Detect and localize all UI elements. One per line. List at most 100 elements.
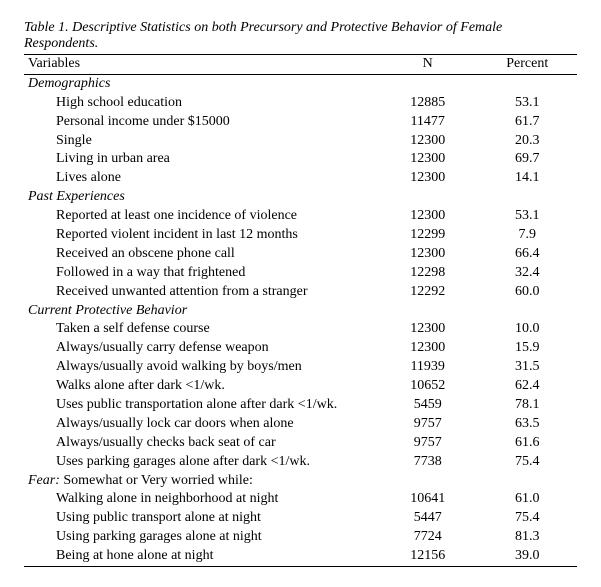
row-label: Using public transport alone at night [28,509,261,528]
table-row: Always/usually avoid walking by boys/men… [24,358,577,377]
row-n: 5447 [378,509,478,528]
row-n: 12300 [378,207,478,226]
table-row: Always/usually carry defense weapon 12300… [24,339,577,358]
row-label: Followed in a way that frightened [28,264,245,283]
table-row: Personal income under $15000 1147761.7 [24,113,577,132]
row-pct: 81.3 [477,528,577,547]
row-n: 12300 [378,339,478,358]
row-pct: 14.1 [477,169,577,188]
row-label: Received unwanted attention from a stran… [28,283,308,302]
row-label: Walking alone in neighborhood at night [28,490,278,509]
row-label: Always/usually avoid walking by boys/men [28,358,302,377]
row-pct: 75.4 [477,453,577,472]
row-n: 12292 [378,283,478,302]
row-n: 9757 [378,415,478,434]
row-label: Using parking garages alone at night [28,528,262,547]
row-label: Received an obscene phone call [28,245,235,264]
table-row: Being at hone alone at night 1215639.0 [24,547,577,566]
table-row: Uses parking garages alone after dark <1… [24,453,577,472]
row-n: 12885 [378,94,478,113]
section-row: Past Experiences [24,188,577,207]
table-row: Followed in a way that frightened 1229832… [24,264,577,283]
section-label-past: Past Experiences [28,189,125,204]
row-pct: 7.9 [477,226,577,245]
row-pct: 53.1 [477,94,577,113]
row-pct: 39.0 [477,547,577,566]
row-n: 11939 [378,358,478,377]
table-row: Walks alone after dark <1/wk. 1065262.4 [24,377,577,396]
row-n: 12300 [378,169,478,188]
table-row: Single 1230020.3 [24,132,577,151]
row-pct: 69.7 [477,150,577,169]
table-row: Always/usually checks back seat of car 97… [24,434,577,453]
row-n: 12156 [378,547,478,566]
row-label: Walks alone after dark <1/wk. [28,377,225,396]
section-label-demographics: Demographics [28,76,110,91]
table-row: Always/usually lock car doors when alone… [24,415,577,434]
table-row: Lives alone 1230014.1 [24,169,577,188]
row-label: Living in urban area [28,150,170,169]
row-label: Always/usually lock car doors when alone [28,415,294,434]
row-pct: 75.4 [477,509,577,528]
header-variables: Variables [24,55,378,75]
row-label: Lives alone [28,169,121,188]
row-n: 12299 [378,226,478,245]
row-label: High school education [28,94,182,113]
stats-table: Variables N Percent Demographics High sc… [24,54,577,567]
row-label: Always/usually checks back seat of car [28,434,276,453]
section-label-fear-tail: Somewhat or Very worried while: [60,473,253,488]
row-label: Personal income under $15000 [28,113,230,132]
row-n: 12298 [378,264,478,283]
row-pct: 60.0 [477,283,577,302]
row-n: 9757 [378,434,478,453]
row-label: Uses public transportation alone after d… [28,396,337,415]
table-row: High school education 1288553.1 [24,94,577,113]
header-n: N [378,55,478,75]
row-n: 7724 [378,528,478,547]
header-row: Variables N Percent [24,55,577,75]
row-label: Single [28,132,92,151]
row-pct: 63.5 [477,415,577,434]
row-pct: 15.9 [477,339,577,358]
table-row: Using parking garages alone at night 7724… [24,528,577,547]
row-label: Always/usually carry defense weapon [28,339,269,358]
row-pct: 31.5 [477,358,577,377]
row-label: Being at hone alone at night [28,547,213,566]
table-row: Reported violent incident in last 12 mon… [24,226,577,245]
table-row: Received an obscene phone call 1230066.4 [24,245,577,264]
row-label: Taken a self defense course [28,320,210,339]
row-n: 10641 [378,490,478,509]
table-row: Uses public transportation alone after d… [24,396,577,415]
table-row: Reported at least one incidence of viole… [24,207,577,226]
row-pct: 62.4 [477,377,577,396]
table-row: Living in urban area 1230069.7 [24,150,577,169]
row-pct: 61.7 [477,113,577,132]
table-row: Taken a self defense course 1230010.0 [24,320,577,339]
table-row: Walking alone in neighborhood at night 10… [24,490,577,509]
row-n: 5459 [378,396,478,415]
section-row: Fear: Somewhat or Very worried while: [24,472,577,491]
row-n: 12300 [378,245,478,264]
row-pct: 78.1 [477,396,577,415]
row-n: 12300 [378,320,478,339]
section-row: Demographics [24,74,577,93]
row-pct: 10.0 [477,320,577,339]
row-n: 10652 [378,377,478,396]
row-pct: 53.1 [477,207,577,226]
row-pct: 20.3 [477,132,577,151]
header-percent: Percent [477,55,577,75]
section-label-protective: Current Protective Behavior [28,303,187,318]
section-row: Current Protective Behavior [24,302,577,321]
row-label: Reported violent incident in last 12 mon… [28,226,298,245]
row-pct: 61.0 [477,490,577,509]
table-row: Received unwanted attention from a stran… [24,283,577,302]
row-pct: 32.4 [477,264,577,283]
row-pct: 66.4 [477,245,577,264]
row-n: 7738 [378,453,478,472]
section-label-fear-lead: Fear: [28,473,60,488]
row-pct: 61.6 [477,434,577,453]
row-n: 11477 [378,113,478,132]
row-n: 12300 [378,150,478,169]
row-label: Uses parking garages alone after dark <1… [28,453,310,472]
row-n: 12300 [378,132,478,151]
